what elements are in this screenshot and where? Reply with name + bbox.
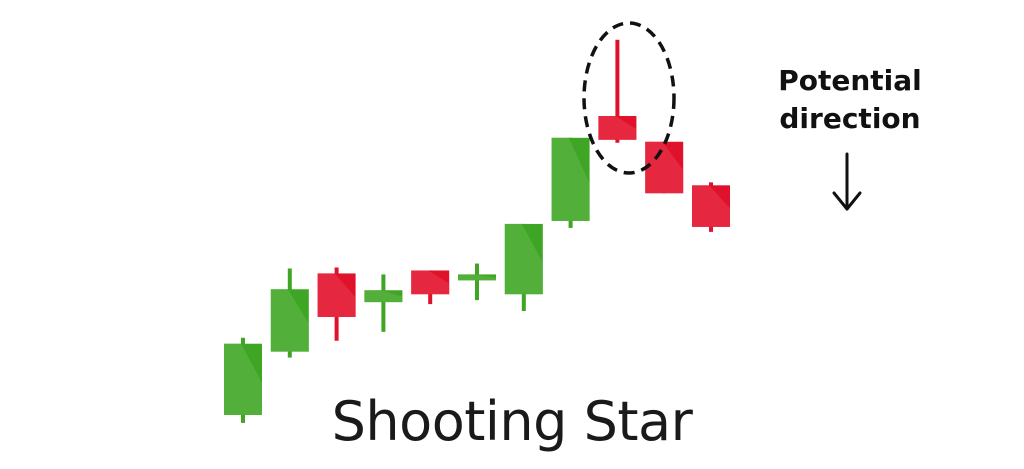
candle-body-shading — [692, 185, 730, 227]
annotation-line-1: Potential — [778, 64, 922, 97]
candle — [458, 263, 496, 301]
down-arrow-icon — [832, 152, 862, 211]
candle — [551, 137, 590, 228]
candle-body-shading — [270, 289, 309, 352]
candlestick-group — [224, 39, 730, 423]
candle-body-shading — [458, 274, 496, 281]
candle-body-shading — [364, 290, 403, 303]
candle — [317, 267, 356, 341]
candle-body-shading — [598, 116, 637, 140]
potential-direction-label: Potential direction — [770, 62, 930, 138]
candle — [270, 268, 309, 358]
candle-wick — [381, 274, 386, 332]
candle-body-shading — [411, 270, 450, 295]
candle — [692, 182, 730, 232]
candle-body-shading — [645, 141, 684, 194]
candle — [411, 270, 450, 305]
candle-body-shading — [224, 343, 262, 415]
candle-body-shading — [317, 273, 356, 317]
candle-wick — [615, 39, 620, 143]
annotation-line-2: direction — [779, 102, 921, 135]
candle — [224, 337, 262, 423]
candle — [645, 141, 684, 194]
shooting-star-candle — [598, 39, 637, 143]
highlight-ellipse — [582, 21, 676, 175]
candle — [504, 223, 543, 312]
candle-body-shading — [504, 223, 543, 295]
candle-body-shading — [551, 137, 590, 221]
candle — [364, 274, 403, 332]
candle-wick — [475, 263, 479, 301]
pattern-title: Shooting Star — [331, 390, 693, 453]
